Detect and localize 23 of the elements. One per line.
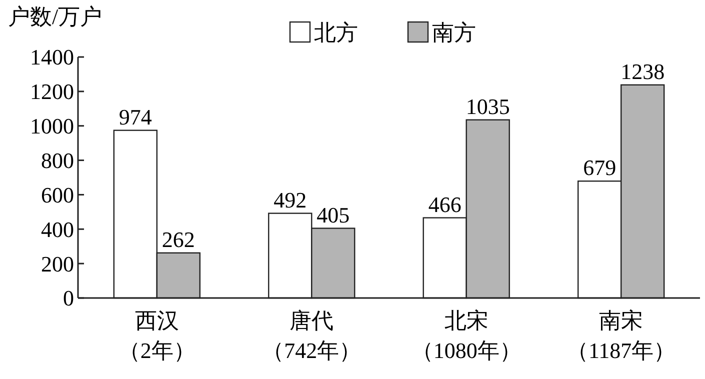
data-label: 466 (428, 192, 462, 217)
y-tick-label: 0 (63, 286, 74, 311)
data-label: 405 (316, 202, 350, 228)
y-axis-title: 户数/万户 (8, 4, 102, 29)
y-tick-label: 200 (41, 251, 74, 276)
legend-label: 南方 (432, 20, 476, 45)
y-tick-label: 1000 (30, 114, 74, 139)
data-label: 1238 (620, 58, 665, 84)
y-tick-label: 1400 (30, 44, 74, 70)
y-tick-label: 400 (41, 216, 74, 242)
data-label: 974 (118, 104, 152, 130)
x-tick-label: 南宋（1187年） (566, 308, 676, 363)
y-tick-label: 600 (41, 182, 74, 208)
data-label: 492 (274, 187, 307, 212)
data-label: 1035 (466, 94, 510, 119)
y-tick-label: 1200 (30, 79, 74, 104)
x-tick-label: 西汉（2年） (118, 308, 196, 363)
x-tick-label: 北宋（1080年） (411, 308, 522, 363)
y-tick-label: 800 (41, 148, 74, 173)
data-label: 262 (162, 226, 195, 252)
data-label: 679 (583, 155, 616, 180)
x-tick-label: 唐代（742年） (262, 308, 362, 363)
legend-label: 北方 (314, 20, 358, 45)
